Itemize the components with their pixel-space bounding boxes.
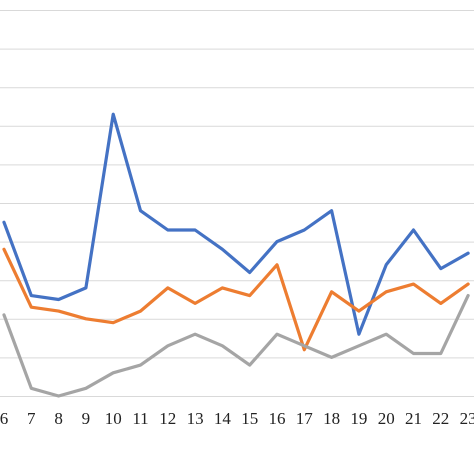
series-line-3: [2, 294, 470, 398]
x-tick-label: 15: [241, 409, 258, 428]
x-tick-label: 13: [187, 409, 204, 428]
series-line-1: [2, 112, 470, 336]
x-tick-label: 12: [159, 409, 176, 428]
x-tick-label: 9: [82, 409, 91, 428]
x-tick-label: 8: [54, 409, 63, 428]
x-tick-label: 10: [105, 409, 122, 428]
x-tick-label: 21: [405, 409, 422, 428]
x-tick-label: 14: [214, 409, 232, 428]
x-tick-label: 18: [323, 409, 340, 428]
x-axis-tick-labels: 6 7 8 9 10 11 12 13 14 15 16 17 18 19 20 21 22 23: [0, 409, 474, 428]
x-tick-label: 20: [378, 409, 395, 428]
x-tick-label: 11: [132, 409, 148, 428]
x-tick-label: 23: [460, 409, 474, 428]
x-tick-label: 17: [296, 409, 314, 428]
x-tick-label: 19: [350, 409, 367, 428]
series-lines: [2, 112, 470, 398]
x-tick-label: 6: [0, 409, 8, 428]
series-line-2: [2, 247, 470, 352]
x-tick-label: 22: [432, 409, 449, 428]
x-tick-label: 16: [269, 409, 286, 428]
gridlines: [0, 10, 474, 397]
x-tick-label: 7: [27, 409, 36, 428]
